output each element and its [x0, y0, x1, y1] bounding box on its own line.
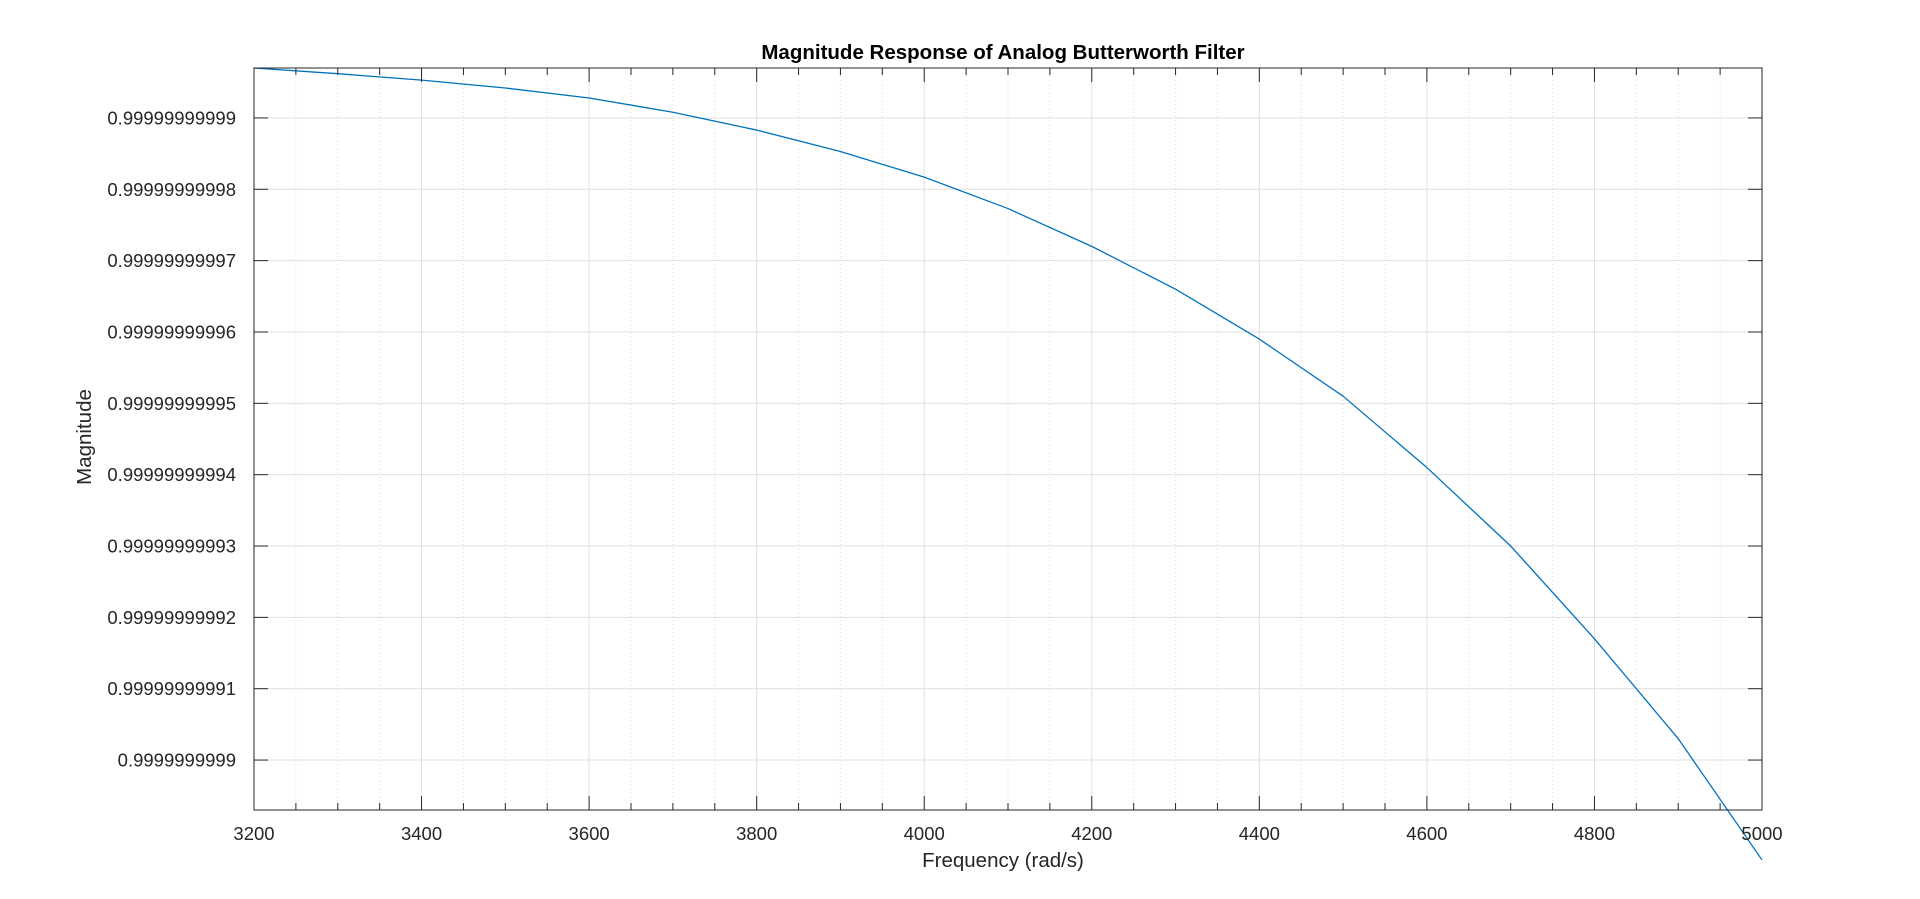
y-tick-label: 0.99999999995	[107, 393, 236, 414]
x-tick-label: 4400	[1239, 823, 1280, 844]
x-tick-label: 4800	[1574, 823, 1615, 844]
x-tick-label: 4200	[1071, 823, 1112, 844]
ticks	[253, 68, 1763, 810]
y-tick-label: 0.99999999993	[107, 536, 236, 557]
y-tick-label: 0.99999999997	[107, 250, 236, 271]
y-tick-label: 0.99999999991	[107, 678, 236, 699]
series-line	[253, 67, 1763, 861]
x-tick-label: 5000	[1741, 823, 1782, 844]
series-layer	[253, 67, 1763, 861]
plot-area	[253, 67, 1763, 861]
x-axis-label: Frequency (rad/s)	[922, 849, 1084, 872]
x-tick-label: 3800	[736, 823, 777, 844]
y-tick-label: 0.99999999998	[107, 179, 236, 200]
y-tick-label: 0.9999999999	[118, 750, 236, 771]
x-tick-label: 3200	[233, 823, 274, 844]
x-tick-labels: 3200 3400 3600 3800 4000 4200 4400 4600 4800 5000	[233, 823, 1782, 844]
y-tick-labels: 0.9999999999 0.99999999991 0.99999999992 0.…	[107, 107, 236, 770]
x-tick-label: 3600	[569, 823, 610, 844]
y-tick-label: 0.99999999992	[107, 607, 236, 628]
y-axis-label: Magnitude	[73, 389, 96, 485]
x-tick-label: 3400	[401, 823, 442, 844]
y-tick-label: 0.99999999994	[107, 464, 236, 485]
chart-title: Magnitude Response of Analog Butterworth…	[761, 41, 1244, 64]
y-tick-label: 0.99999999999	[107, 107, 236, 128]
y-tick-label: 0.99999999996	[107, 321, 236, 342]
x-tick-label: 4000	[904, 823, 945, 844]
x-tick-label: 4600	[1406, 823, 1447, 844]
axes-background	[254, 68, 1762, 810]
